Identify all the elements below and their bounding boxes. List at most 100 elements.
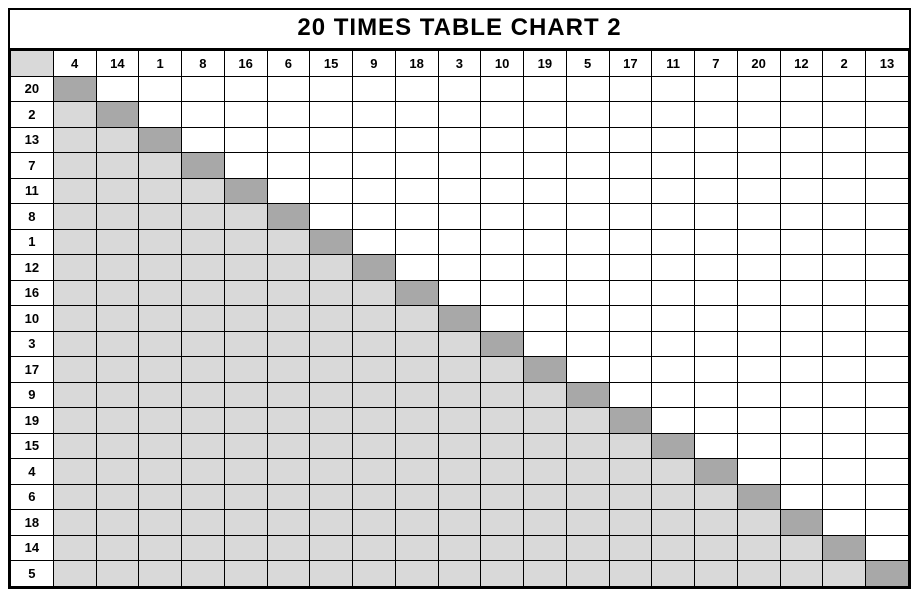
grid-cell (96, 255, 139, 281)
grid-cell (267, 306, 310, 332)
grid-cell (310, 178, 353, 204)
grid-cell (53, 331, 96, 357)
grid-cell (652, 433, 695, 459)
grid-cell (310, 561, 353, 587)
grid-cell (481, 306, 524, 332)
grid-cell (737, 153, 780, 179)
grid-cell (267, 382, 310, 408)
grid-cell (353, 102, 396, 128)
grid-cell (609, 357, 652, 383)
grid-cell (438, 306, 481, 332)
grid-cell (652, 459, 695, 485)
grid-cell (182, 535, 225, 561)
grid-cell (96, 127, 139, 153)
row-header: 17 (11, 357, 54, 383)
grid-cell (139, 510, 182, 536)
grid-cell (267, 255, 310, 281)
grid-cell (652, 102, 695, 128)
grid-cell (737, 331, 780, 357)
grid-cell (353, 433, 396, 459)
grid-cell (866, 102, 909, 128)
grid-cell (53, 510, 96, 536)
col-header: 1 (139, 51, 182, 77)
grid-cell (823, 153, 866, 179)
grid-cell (96, 153, 139, 179)
grid-cell (652, 331, 695, 357)
grid-cell (267, 357, 310, 383)
grid-cell (139, 535, 182, 561)
grid-cell (353, 408, 396, 434)
grid-cell (695, 331, 738, 357)
grid-cell (438, 510, 481, 536)
grid-cell (566, 306, 609, 332)
grid-cell (267, 459, 310, 485)
grid-cell (224, 76, 267, 102)
grid-cell (395, 153, 438, 179)
row-header: 15 (11, 433, 54, 459)
grid-cell (609, 510, 652, 536)
grid-cell (224, 178, 267, 204)
grid-cell (182, 127, 225, 153)
grid-cell (780, 331, 823, 357)
corner-cell (11, 51, 54, 77)
grid-cell (395, 255, 438, 281)
grid-cell (182, 102, 225, 128)
grid-cell (481, 510, 524, 536)
grid-cell (182, 280, 225, 306)
grid-cell (823, 229, 866, 255)
grid-cell (695, 306, 738, 332)
grid-cell (609, 178, 652, 204)
grid-cell (267, 433, 310, 459)
col-header: 5 (566, 51, 609, 77)
grid-cell (524, 561, 567, 587)
grid-cell (609, 306, 652, 332)
row-header: 5 (11, 561, 54, 587)
col-header: 3 (438, 51, 481, 77)
grid-cell (566, 331, 609, 357)
grid-cell (823, 255, 866, 281)
grid-cell (823, 408, 866, 434)
grid-cell (310, 510, 353, 536)
col-header: 4 (53, 51, 96, 77)
grid-cell (866, 535, 909, 561)
grid-cell (224, 561, 267, 587)
grid-cell (737, 433, 780, 459)
grid-cell (695, 484, 738, 510)
row-header: 11 (11, 178, 54, 204)
grid-cell (395, 229, 438, 255)
grid-cell (695, 408, 738, 434)
grid-cell (481, 178, 524, 204)
grid-cell (737, 178, 780, 204)
grid-cell (652, 204, 695, 230)
grid-cell (866, 280, 909, 306)
grid-cell (139, 484, 182, 510)
grid-cell (96, 510, 139, 536)
grid-cell (866, 178, 909, 204)
grid-cell (139, 229, 182, 255)
grid-cell (53, 484, 96, 510)
grid-cell (866, 229, 909, 255)
grid-cell (96, 178, 139, 204)
grid-cell (310, 357, 353, 383)
grid-cell (96, 484, 139, 510)
grid-cell (395, 178, 438, 204)
grid-cell (609, 255, 652, 281)
grid-cell (224, 382, 267, 408)
grid-cell (438, 408, 481, 434)
grid-cell (823, 306, 866, 332)
grid-cell (652, 535, 695, 561)
grid-cell (695, 459, 738, 485)
grid-cell (780, 433, 823, 459)
grid-cell (438, 178, 481, 204)
grid-cell (438, 102, 481, 128)
grid-cell (652, 153, 695, 179)
grid-cell (353, 382, 396, 408)
grid-cell (481, 357, 524, 383)
grid-cell (267, 76, 310, 102)
grid-cell (310, 459, 353, 485)
grid-cell (737, 484, 780, 510)
grid-cell (310, 255, 353, 281)
col-header: 19 (524, 51, 567, 77)
grid-cell (566, 382, 609, 408)
grid-cell (524, 484, 567, 510)
